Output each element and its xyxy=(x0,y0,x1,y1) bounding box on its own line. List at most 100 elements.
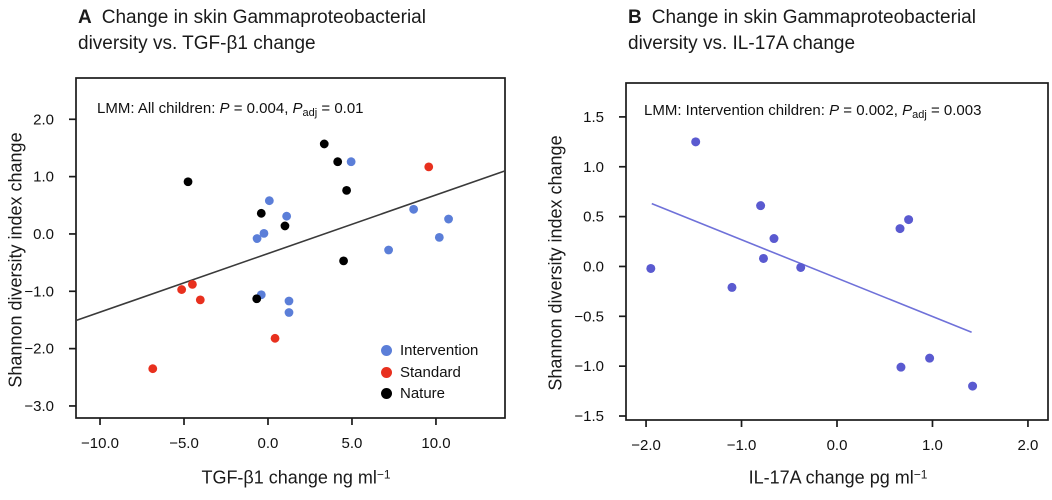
intervention-data-point xyxy=(904,215,914,225)
p-symbol: P xyxy=(829,102,840,119)
y-tick-label: 1.0 xyxy=(33,169,54,186)
panel-b-title-line1: Change in skin Gammaproteobacterial xyxy=(651,7,976,28)
nature-data-point xyxy=(252,294,262,304)
standard-dot-icon xyxy=(381,366,392,378)
panel-b-y-axis-label: Shannon diversity index change xyxy=(545,135,566,391)
intervention-data-point xyxy=(691,137,701,147)
x-tick-label: −2.0 xyxy=(631,437,661,454)
standard-data-point xyxy=(188,280,197,289)
nature-data-point xyxy=(333,157,343,167)
nature-data-point xyxy=(280,221,290,231)
panel-b-letter: B xyxy=(628,7,642,28)
y-tick-label: −1.5 xyxy=(574,408,604,425)
intervention-data-point xyxy=(895,224,905,234)
y-tick-label: 0.5 xyxy=(583,209,604,226)
standard-data-point xyxy=(270,333,280,343)
intervention-dot-icon xyxy=(381,345,392,357)
intervention-data-point xyxy=(896,362,906,372)
panel-a-title-line1: Change in skin Gammaproteobacterial xyxy=(101,7,426,28)
x-tick-label: 2.0 xyxy=(1018,437,1039,454)
plot-frame-A xyxy=(75,77,506,419)
nature-data-point xyxy=(256,208,266,218)
intervention-data-point xyxy=(444,214,453,224)
y-tick-label: 1.0 xyxy=(583,159,604,176)
p-symbol: P xyxy=(902,102,913,119)
y-tick-label: 2.0 xyxy=(33,111,54,128)
standard-data-point xyxy=(195,295,205,305)
standard-data-point xyxy=(424,162,434,172)
panel-a-x-axis-label: TGF-β1 change ng ml−1 xyxy=(201,468,390,489)
y-tick-label: 1.5 xyxy=(583,109,604,126)
legend: Intervention Standard Nature xyxy=(381,340,478,405)
intervention-data-point xyxy=(758,253,768,263)
intervention-data-point xyxy=(727,282,737,292)
legend-item-standard: Standard xyxy=(381,362,478,384)
annotation-text: = 0.004, xyxy=(229,100,293,117)
intervention-data-point xyxy=(925,353,935,363)
x-tick-label: −5.0 xyxy=(169,435,199,452)
nature-dot-icon xyxy=(381,388,392,400)
legend-label: Nature xyxy=(400,385,446,403)
intervention-data-point xyxy=(252,234,262,243)
panel-b-lmm-annotation: LMM: Intervention children: P = 0.002, P… xyxy=(644,102,981,121)
trend-line-B xyxy=(651,202,972,334)
annotation-text: = 0.01 xyxy=(317,100,364,117)
intervention-data-point xyxy=(264,196,274,206)
annotation-text: LMM: Intervention children: xyxy=(644,102,830,119)
x-tick-label: −1.0 xyxy=(727,437,757,454)
intervention-data-point xyxy=(769,234,779,244)
x-axis-label-superscript: −1 xyxy=(376,467,391,482)
legend-label: Standard xyxy=(400,363,461,381)
panel-a-title: A Change in skin Gammaproteobacterial div… xyxy=(78,5,426,57)
panel-a-letter: A xyxy=(78,7,92,28)
standard-data-point xyxy=(177,285,187,294)
y-tick-label: 0.0 xyxy=(583,258,604,275)
legend-item-nature: Nature xyxy=(381,383,478,405)
panel-b-x-axis-label: IL-17A change pg ml−1 xyxy=(749,468,928,489)
intervention-data-point xyxy=(968,381,978,391)
y-tick-label: 0.0 xyxy=(33,226,54,243)
x-tick-label: 10.0 xyxy=(421,435,450,452)
intervention-data-point xyxy=(434,232,444,242)
y-tick-label: −1.0 xyxy=(24,283,54,300)
x-tick-label: −10.0 xyxy=(81,435,119,452)
panel-a-y-axis-label: Shannon diversity index change xyxy=(5,132,26,388)
annotation-text: LMM: All children: xyxy=(97,100,220,117)
x-axis-label-text: TGF-β1 change ng ml xyxy=(201,467,377,488)
intervention-data-point xyxy=(282,211,292,221)
nature-data-point xyxy=(319,139,329,149)
plot-frame-B xyxy=(625,82,1049,421)
intervention-data-point xyxy=(284,296,294,306)
intervention-data-point xyxy=(646,263,656,273)
trend-line-A xyxy=(75,170,506,322)
x-tick-label: 0.0 xyxy=(258,435,279,452)
x-tick-label: 5.0 xyxy=(342,435,363,452)
intervention-data-point xyxy=(756,201,766,211)
y-tick-label: −3.0 xyxy=(24,398,54,415)
annotation-text: = 0.002, xyxy=(839,102,903,119)
p-symbol: P xyxy=(292,100,303,117)
nature-data-point xyxy=(339,256,348,266)
legend-label: Intervention xyxy=(400,342,479,360)
padj-subscript: adj xyxy=(302,107,318,119)
intervention-data-point xyxy=(796,262,806,272)
x-tick-label: 1.0 xyxy=(922,437,943,454)
y-tick-label: −2.0 xyxy=(24,341,54,358)
panel-a-lmm-annotation: LMM: All children: P = 0.004, Padj = 0.0… xyxy=(97,100,364,119)
legend-item-intervention: Intervention xyxy=(381,340,478,362)
panel-a-title-line2: diversity vs. TGF-β1 change xyxy=(78,33,316,54)
y-tick-label: −0.5 xyxy=(574,308,604,325)
intervention-data-point xyxy=(384,245,393,255)
padj-subscript: adj xyxy=(912,109,927,121)
nature-data-point xyxy=(183,177,193,187)
standard-data-point xyxy=(148,364,158,374)
panel-b-title-line2: diversity vs. IL-17A change xyxy=(628,33,856,54)
p-symbol: P xyxy=(219,100,230,117)
intervention-data-point xyxy=(284,308,294,317)
panel-b-title: B Change in skin Gammaproteobacterial div… xyxy=(628,5,976,57)
intervention-data-point xyxy=(259,228,269,238)
y-tick-label: −1.0 xyxy=(574,358,604,375)
intervention-data-point xyxy=(409,204,419,214)
annotation-text: = 0.003 xyxy=(926,102,982,119)
